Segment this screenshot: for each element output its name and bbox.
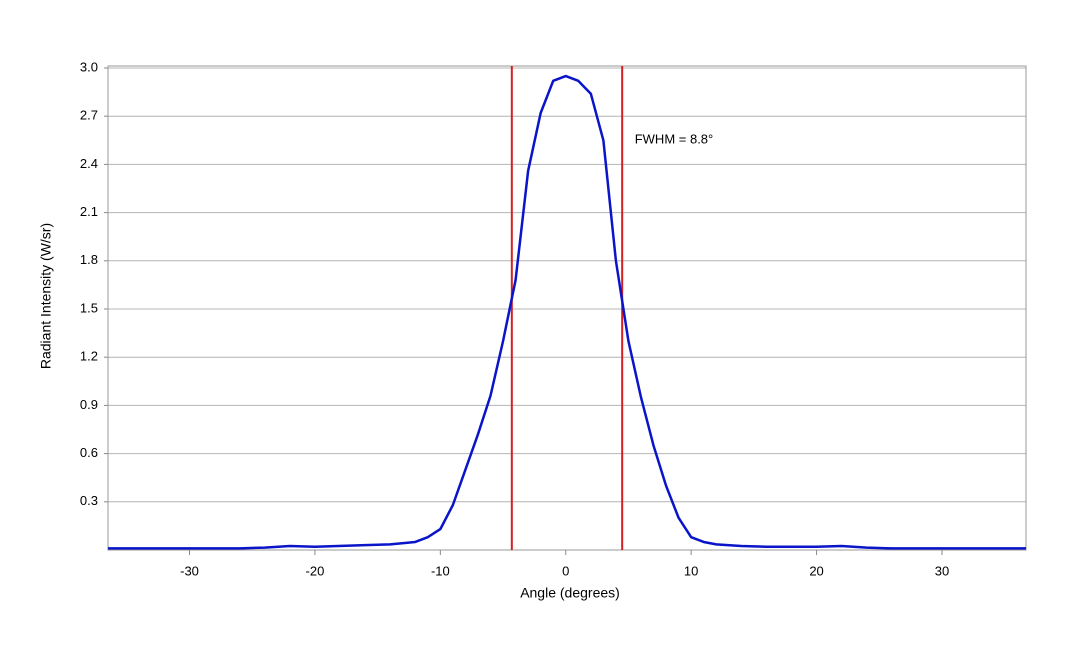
plot-frame [107,65,1027,551]
y-tick-label: 2.7 [80,108,98,123]
y-axis-label: Radiant Intensity (W/sr) [38,223,54,369]
y-tick-label: 0.3 [80,493,98,508]
x-tick-label: 30 [935,563,949,578]
y-tick-label: 0.6 [80,445,98,460]
y-tick-label: 1.5 [80,300,98,315]
data-line [108,74,1026,550]
y-tick-label: 0.9 [80,397,98,412]
y-tick-label: 2.4 [80,156,98,171]
x-tick-label: -10 [431,563,450,578]
x-tick-label: 10 [684,563,698,578]
x-tick-label: -30 [180,563,199,578]
x-tick-label: 20 [809,563,823,578]
annotation: FWHM = 8.8° [635,132,714,147]
y-tick-label: 2.1 [80,204,98,219]
y-tick-label: 1.2 [80,349,98,364]
x-tick-label: -20 [306,563,325,578]
x-tick-label: 0 [562,563,569,578]
y-tick-label: 3.0 [80,59,98,74]
y-tick-label: 1.8 [80,252,98,267]
x-axis-label: Angle (degrees) [520,585,620,601]
